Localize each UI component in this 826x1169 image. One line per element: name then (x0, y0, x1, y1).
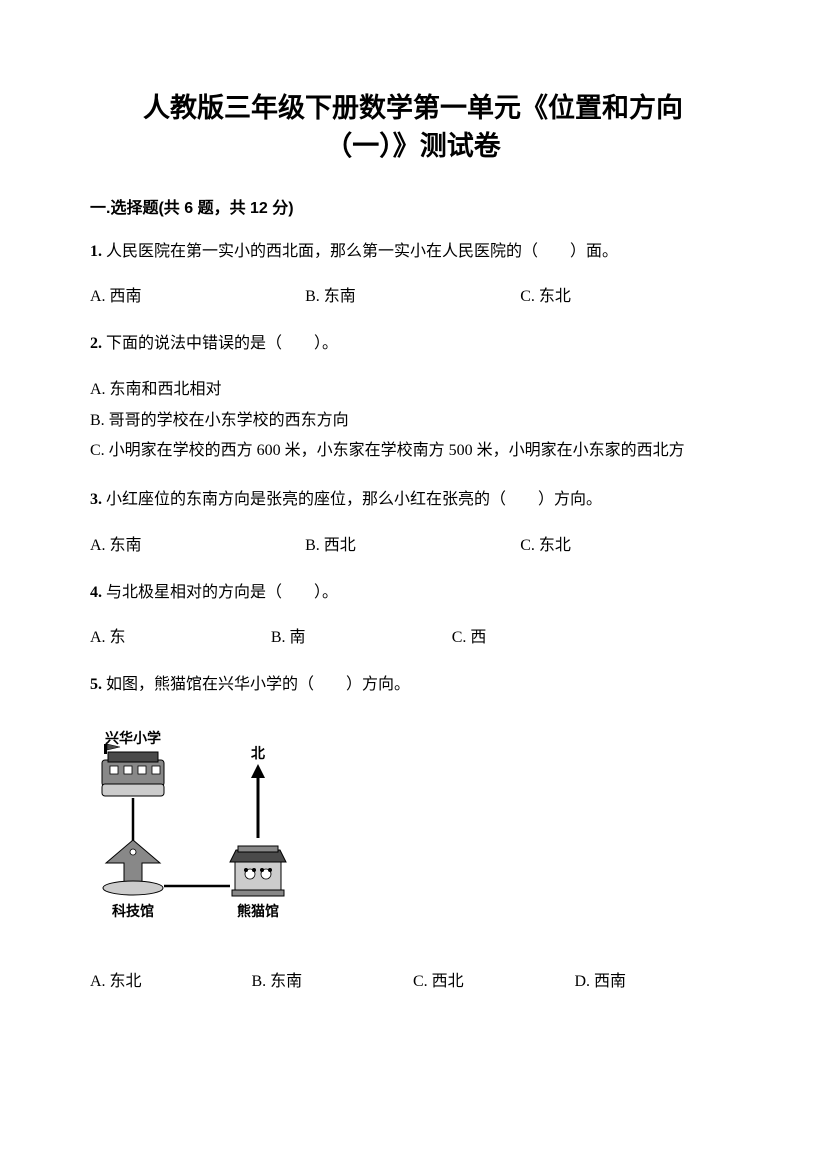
q2-number: 2. (90, 335, 102, 352)
q3-options: A. 东南 B. 西北 C. 东北 (90, 532, 736, 559)
question-2: 2. 下面的说法中错误的是（ ）。 (90, 330, 736, 357)
q5-diagram: 兴华小学 北 (90, 728, 736, 938)
panda-pavilion-icon (230, 846, 286, 896)
q3-option-b: B. 西北 (305, 532, 520, 559)
q2-option-c: C. 小明家在学校的西方 600 米，小东家在学校南方 500 米，小明家在小东… (90, 436, 736, 466)
q4-number: 4. (90, 584, 102, 601)
q3-option-c: C. 东北 (520, 532, 735, 559)
section-1-header: 一.选择题(共 6 题，共 12 分) (90, 194, 736, 218)
q1-number: 1. (90, 243, 102, 260)
q4-option-b: B. 南 (271, 624, 452, 651)
q5-number: 5. (90, 676, 102, 693)
label-school: 兴华小学 (105, 730, 161, 746)
question-5: 5. 如图，熊猫馆在兴华小学的（ ）方向。 (90, 671, 736, 698)
q1-options: A. 西南 B. 东南 C. 东北 (90, 283, 736, 310)
label-north: 北 (251, 745, 265, 761)
q3-text: 小红座位的东南方向是张亮的座位，那么小红在张亮的（ ）方向。 (102, 491, 602, 508)
north-arrow-icon (251, 764, 265, 838)
q5-option-d: D. 西南 (575, 968, 737, 995)
exam-title: 人教版三年级下册数学第一单元《位置和方向 （一）》测试卷 (90, 90, 736, 166)
q5-option-c: C. 西北 (413, 968, 575, 995)
q4-text: 与北极星相对的方向是（ ）。 (102, 584, 338, 601)
q4-option-a: A. 东 (90, 624, 271, 651)
q2-option-a: A. 东南和西北相对 (90, 375, 736, 405)
q1-text: 人民医院在第一实小的西北面，那么第一实小在人民医院的（ ）面。 (102, 243, 618, 260)
q5-option-a: A. 东北 (90, 968, 252, 995)
label-tech: 科技馆 (112, 903, 154, 919)
label-panda: 熊猫馆 (237, 903, 279, 919)
question-4: 4. 与北极星相对的方向是（ ）。 (90, 579, 736, 606)
q4-option-c: C. 西 (452, 624, 633, 651)
q2-text: 下面的说法中错误的是（ ）。 (102, 335, 338, 352)
q5-option-b: B. 东南 (252, 968, 414, 995)
q4-options: A. 东 B. 南 C. 西 (90, 624, 736, 651)
exam-page: 人教版三年级下册数学第一单元《位置和方向 （一）》测试卷 一.选择题(共 6 题… (0, 0, 826, 1169)
diagram-svg: 兴华小学 北 (90, 728, 350, 938)
title-line-2: （一）》测试卷 (325, 131, 501, 161)
q3-number: 3. (90, 491, 102, 508)
q2-option-b: B. 哥哥的学校在小东学校的西东方向 (90, 406, 736, 436)
q1-option-c: C. 东北 (520, 283, 735, 310)
title-line-1: 人教版三年级下册数学第一单元《位置和方向 (143, 93, 683, 123)
q3-option-a: A. 东南 (90, 532, 305, 559)
question-1: 1. 人民医院在第一实小的西北面，那么第一实小在人民医院的（ ）面。 (90, 238, 736, 265)
q2-options: A. 东南和西北相对 B. 哥哥的学校在小东学校的西东方向 C. 小明家在学校的… (90, 375, 736, 466)
q5-text: 如图，熊猫馆在兴华小学的（ ）方向。 (102, 676, 410, 693)
question-3: 3. 小红座位的东南方向是张亮的座位，那么小红在张亮的（ ）方向。 (90, 486, 736, 513)
q1-option-b: B. 东南 (305, 283, 520, 310)
q5-options: A. 东北 B. 东南 C. 西北 D. 西南 (90, 968, 736, 995)
tech-museum-icon (103, 840, 163, 895)
school-icon (102, 744, 164, 796)
q1-option-a: A. 西南 (90, 283, 305, 310)
